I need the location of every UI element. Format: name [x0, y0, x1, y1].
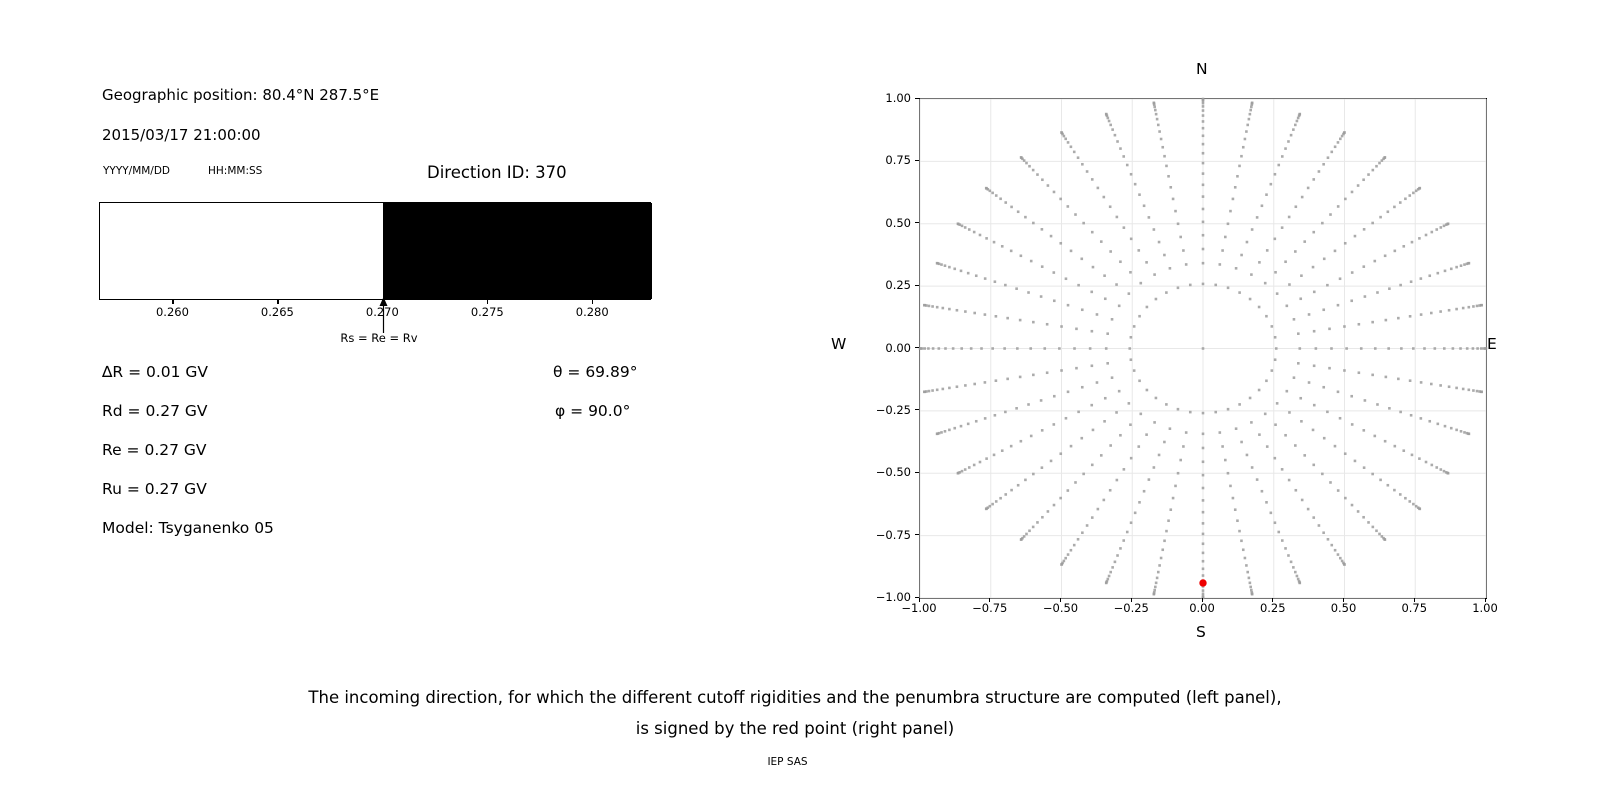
- compass-north-label: N: [1196, 60, 1208, 78]
- penumbra-bar-chart: [99, 202, 652, 300]
- penumbra-segment: [383, 203, 652, 299]
- time-format-label: HH:MM:SS: [208, 165, 263, 177]
- y-tick: [915, 347, 919, 349]
- ru-value: Ru = 0.27 GV: [102, 480, 207, 498]
- x-tick-label: 0.75: [1401, 601, 1428, 615]
- x-tick: [1272, 598, 1274, 602]
- penumbra-segment: [100, 203, 384, 299]
- x-tick-label: −0.25: [1113, 601, 1149, 615]
- x-tick: [1201, 598, 1203, 602]
- x-tick-label: 0.50: [1330, 601, 1357, 615]
- penumbra-tick: [487, 300, 489, 304]
- y-tick: [915, 534, 919, 536]
- re-value: Re = 0.27 GV: [102, 441, 207, 459]
- penumbra-tick-label: 0.280: [575, 305, 609, 319]
- penumbra-tick: [277, 300, 279, 304]
- y-tick: [915, 409, 919, 411]
- phi-value: φ = 90.0°: [555, 402, 631, 420]
- compass-south-label: S: [1196, 623, 1206, 641]
- direction-id-label: Direction ID: 370: [427, 163, 567, 182]
- x-tick: [989, 598, 991, 602]
- y-tick: [915, 596, 919, 598]
- penumbra-tick: [592, 300, 594, 304]
- x-tick-label: 0.00: [1189, 601, 1215, 615]
- y-tick-label: 0.75: [885, 153, 911, 168]
- theta-value: θ = 69.89°: [553, 363, 638, 381]
- compass-west-label: W: [831, 335, 847, 353]
- y-tick-label: −1.00: [875, 590, 911, 604]
- caption-line-2: is signed by the red point (right panel): [635, 719, 955, 738]
- caption-line-1: The incoming direction, for which the di…: [308, 688, 1282, 707]
- y-tick-label: 1.00: [885, 91, 911, 105]
- x-tick: [1130, 598, 1132, 602]
- y-tick-label: −0.75: [875, 527, 911, 542]
- cutoff-annotation: Rs = Re = Rv: [340, 331, 418, 345]
- x-tick-label: −0.50: [1042, 601, 1079, 615]
- y-tick-label: −0.25: [875, 402, 911, 417]
- penumbra-tick-label: 0.270: [365, 305, 399, 319]
- cutoff-arrow-icon: [379, 297, 388, 333]
- model-name: Model: Tsyganenko 05: [102, 519, 274, 537]
- y-tick: [915, 159, 919, 161]
- datetime-text: 2015/03/17 21:00:00: [102, 126, 261, 144]
- x-tick-label: −1.00: [901, 601, 937, 615]
- x-tick: [1060, 598, 1062, 602]
- y-tick: [915, 222, 919, 224]
- date-format-label: YYYY/MM/DD: [103, 165, 171, 177]
- penumbra-tick-label: 0.260: [155, 305, 189, 319]
- direction-plot: [918, 97, 1488, 600]
- y-tick-label: 0.25: [885, 278, 911, 293]
- x-tick: [1484, 598, 1486, 602]
- delta-r-value: ∆R = 0.01 GV: [102, 363, 209, 381]
- penumbra-tick-label: 0.265: [260, 305, 294, 319]
- y-tick-label: 0.00: [885, 340, 911, 355]
- y-tick-label: −0.50: [875, 465, 911, 480]
- x-tick: [1413, 598, 1415, 602]
- direction-scatter: [918, 97, 1488, 600]
- compass-east-label: E: [1487, 335, 1497, 353]
- x-tick-label: 0.25: [1259, 601, 1286, 615]
- penumbra-tick: [172, 300, 174, 304]
- y-tick: [915, 471, 919, 473]
- rd-value: Rd = 0.27 GV: [102, 402, 208, 420]
- y-tick-label: 0.50: [885, 215, 911, 230]
- y-tick: [915, 97, 919, 99]
- y-tick: [915, 284, 919, 286]
- geographic-position-text: Geographic position: 80.4°N 287.5°E: [102, 86, 380, 104]
- penumbra-tick-label: 0.275: [470, 305, 504, 319]
- red-direction-point: [1199, 579, 1207, 587]
- x-tick-label: −0.75: [972, 601, 1008, 615]
- x-tick: [1343, 598, 1345, 602]
- credit-text: IEP SAS: [767, 756, 808, 768]
- x-tick-label: 1.00: [1472, 601, 1498, 615]
- x-tick: [918, 598, 920, 602]
